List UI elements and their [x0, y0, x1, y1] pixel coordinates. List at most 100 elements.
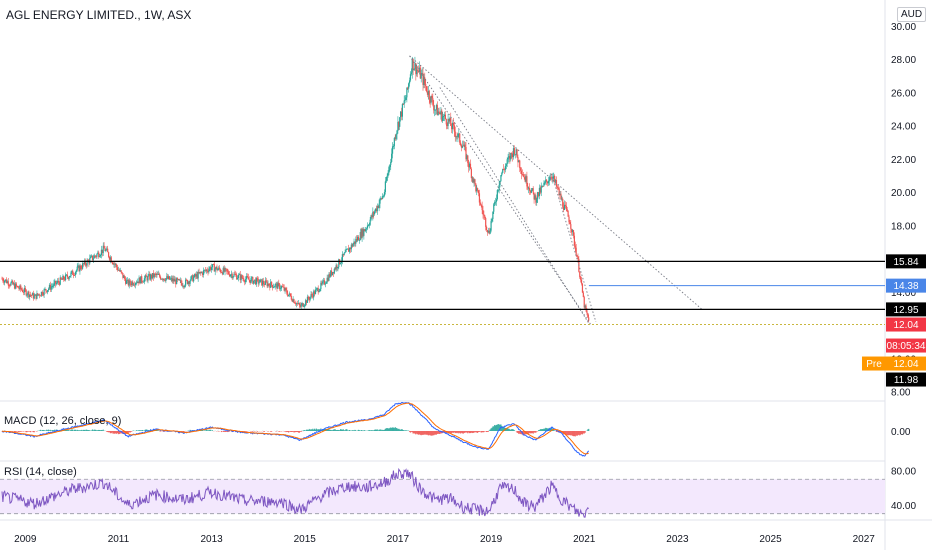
price-tick-label: 18.00 — [891, 221, 916, 232]
macd-histogram-bar — [453, 431, 455, 433]
macd-histogram-bar — [46, 429, 48, 431]
candle-body — [371, 215, 373, 217]
macd-histogram-bar — [297, 431, 300, 433]
macd-histogram-bar — [429, 431, 431, 436]
candle-body — [284, 288, 286, 291]
macd-histogram-bar — [14, 431, 17, 432]
candle-body — [182, 285, 184, 287]
macd-histogram-bar — [537, 430, 540, 431]
macd-histogram-bar — [43, 430, 45, 431]
macd-histogram-bar — [245, 431, 248, 432]
candle-body — [451, 122, 454, 130]
macd-histogram-bar — [358, 430, 361, 431]
macd-histogram-bar — [529, 431, 532, 434]
macd-histogram-bar — [468, 431, 470, 433]
candle-body — [436, 104, 438, 116]
macd-histogram-bar — [482, 431, 484, 433]
time-tick-label: 2011 — [108, 534, 130, 545]
macd-histogram-bar — [431, 431, 433, 436]
macd-histogram-bar — [403, 430, 405, 431]
macd-histogram-bar — [550, 427, 552, 431]
candle-body — [162, 278, 164, 280]
candle-body — [227, 271, 229, 272]
macd-histogram-bar — [182, 431, 184, 432]
macd-histogram-bar — [267, 431, 269, 432]
macd-histogram-bar — [307, 429, 309, 431]
macd-histogram-bar — [560, 431, 562, 433]
candle-body — [194, 274, 197, 277]
candle-body — [195, 274, 197, 277]
candle-body — [486, 226, 488, 231]
candle-body — [12, 280, 14, 285]
candle-body — [177, 279, 180, 280]
candle-body — [127, 279, 129, 286]
macd-histogram-bar — [456, 431, 458, 434]
currency-badge[interactable]: AUD — [897, 7, 927, 22]
macd-histogram-bar — [210, 429, 212, 431]
macd-histogram-bar — [209, 429, 211, 431]
candle-body — [365, 229, 367, 232]
macd-histogram-bar — [520, 431, 523, 435]
macd-histogram-bar — [420, 431, 422, 436]
macd-histogram-bar — [200, 430, 202, 431]
candle-body — [357, 236, 360, 241]
candle-body — [185, 279, 188, 281]
macd-histogram-bar — [72, 429, 74, 431]
macd-histogram-bar — [137, 430, 139, 431]
candle-body — [461, 145, 464, 148]
macd-histogram-bar — [502, 426, 504, 431]
candle-body — [288, 294, 290, 297]
candle-body — [141, 276, 143, 282]
candle-body — [378, 203, 380, 208]
candle-body — [484, 215, 486, 218]
candle-body — [424, 77, 426, 84]
macd-histogram-bar — [78, 430, 80, 431]
candle-body — [452, 122, 455, 126]
candle-body — [245, 276, 248, 280]
price-tick-label: 26.00 — [891, 88, 916, 99]
candle-body — [219, 267, 221, 270]
candle-body — [374, 211, 376, 215]
macd-histogram-bar — [424, 431, 426, 435]
macd-histogram-bar — [388, 428, 390, 431]
candle-body — [34, 294, 36, 296]
time-axis[interactable]: 2009 2011 2013 2015 2017 2019 2021 2023 2025 2027 — [14, 534, 875, 545]
candle-body — [319, 288, 321, 292]
candle-body — [57, 280, 60, 283]
candle-body — [26, 294, 28, 296]
candle-body — [332, 272, 335, 274]
macd-histogram-bar — [468, 431, 471, 434]
candle-body — [557, 187, 559, 189]
time-tick-label: 2017 — [387, 534, 410, 545]
candle-body — [569, 222, 571, 225]
price-level-badge: 14.38 — [893, 281, 918, 292]
macd-histogram-bar — [554, 430, 556, 431]
candle-body — [59, 277, 61, 285]
candle-body — [262, 280, 265, 285]
candle-body — [489, 230, 491, 234]
macd-histogram-bar — [491, 427, 493, 431]
candle-body — [419, 67, 421, 79]
candle-body — [390, 161, 392, 165]
candle-body — [174, 279, 176, 282]
candle-body — [521, 174, 524, 175]
candle-body — [575, 247, 577, 256]
candle-body — [539, 187, 541, 193]
macd-histogram-bar — [457, 431, 459, 433]
macd-histogram-bar — [138, 430, 140, 431]
candle-body — [50, 286, 52, 290]
macd-histogram-bar — [309, 429, 311, 431]
macd-histogram-bar — [393, 428, 395, 431]
macd-histogram-bar — [459, 431, 461, 433]
candle-body — [293, 299, 295, 303]
candle-body — [163, 278, 165, 281]
candle-body — [430, 95, 432, 103]
candle-body — [234, 273, 236, 275]
macd-histogram-bar — [411, 431, 413, 433]
rsi-line — [1, 467, 590, 518]
macd-histogram-bar — [532, 431, 534, 434]
candle-body — [215, 266, 217, 269]
macd-histogram-bar — [344, 430, 346, 431]
price-level-badge-bg — [886, 278, 926, 293]
